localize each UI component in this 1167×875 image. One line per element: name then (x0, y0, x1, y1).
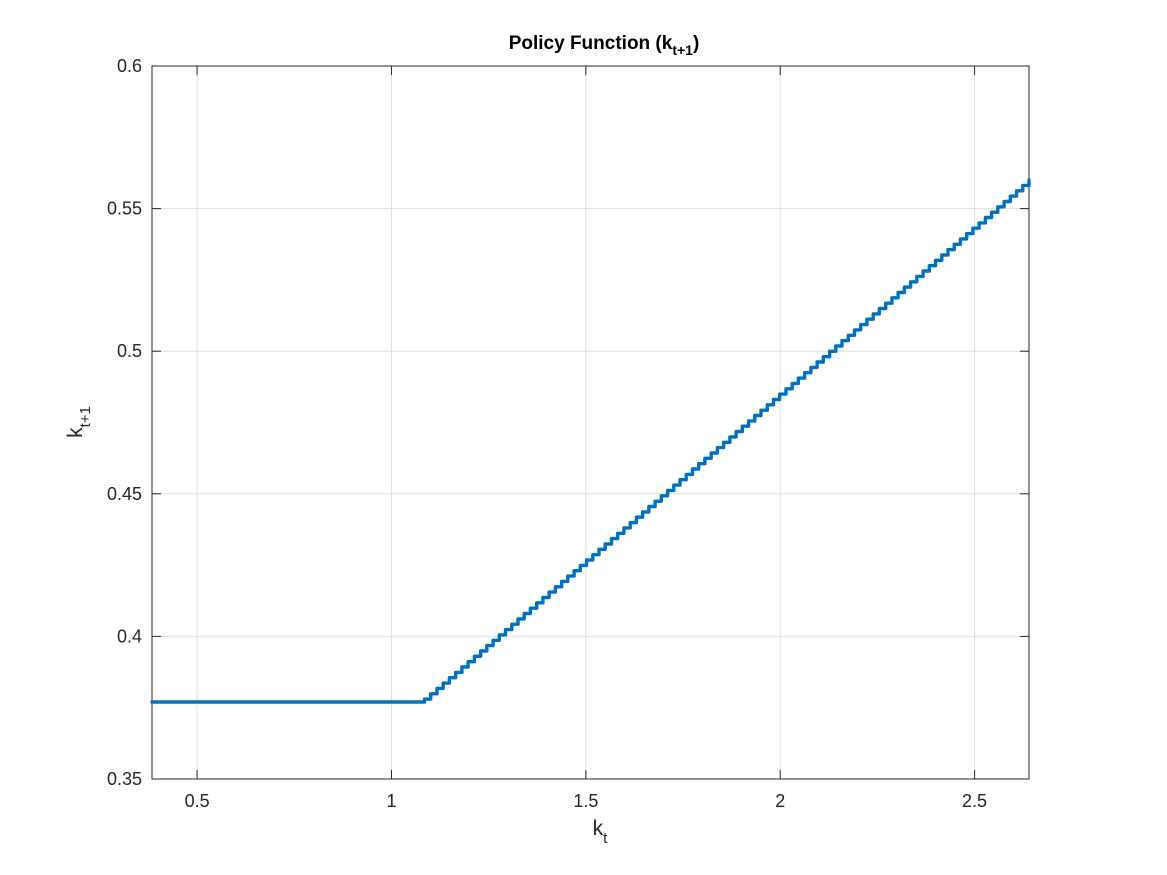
x-axis-label: kt (593, 817, 609, 847)
series-line-0 (150, 178, 1031, 704)
x-tick-label: 1 (386, 791, 396, 811)
y-tick-label: 0.6 (117, 56, 142, 76)
plot-area-frame (151, 65, 1030, 780)
x-tick-label: 2.5 (962, 791, 987, 811)
y-tick-label: 0.5 (117, 341, 142, 361)
y-tick-label: 0.35 (107, 769, 142, 789)
series-layer (150, 178, 1031, 704)
y-axis-label: kt+1 (64, 406, 94, 438)
y-tick-label: 0.55 (107, 199, 142, 219)
tick-layer: 0.5 1 1.5 2 2.5 0.35 0.4 0.45 0.5 0.55 0.6 (107, 56, 1029, 811)
grid-layer (152, 65, 1029, 780)
chart-title: Policy Function (kt+1) (509, 33, 700, 58)
x-tick-label: 1.5 (573, 791, 598, 811)
y-tick-label: 0.45 (107, 484, 142, 504)
x-tick-label: 2 (775, 791, 785, 811)
y-tick-label: 0.4 (117, 626, 142, 646)
x-tick-label: 0.5 (185, 791, 210, 811)
